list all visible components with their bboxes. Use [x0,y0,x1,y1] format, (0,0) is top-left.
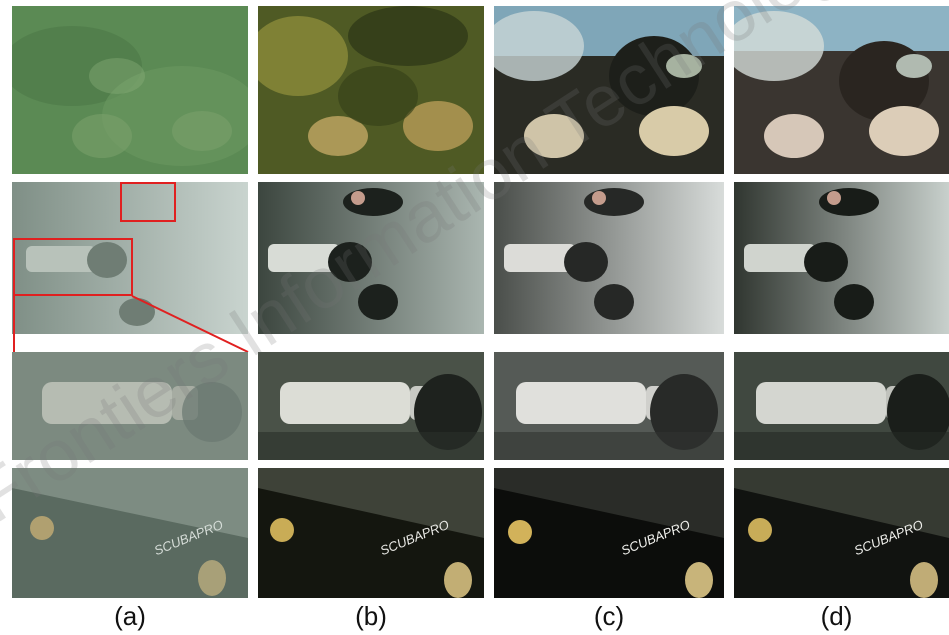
fin-image-c: SCUBAPRO [494,468,724,598]
fin-image-d: SCUBAPRO [734,468,949,598]
diver-image-c [494,182,724,334]
tank-image-c [494,352,724,460]
column-label-b: (b) [355,601,387,631]
tank-image-b [258,352,484,460]
fin-image-a: SCUBAPRO [12,468,248,598]
diver-image-d [734,182,949,334]
fin-image-b: SCUBAPRO [258,468,484,598]
tank-image-d [734,352,949,460]
tank-image-a [12,352,248,460]
zoom-region-small [120,182,176,222]
reef-image-a [12,6,248,174]
zoom-region-large [13,238,133,296]
reef-image-c [494,6,724,174]
reef-image-b [258,6,484,174]
column-label-c: (c) [593,601,625,631]
column-label-d: (d) [820,601,853,631]
reef-image-d [734,6,949,174]
diver-image-b [258,182,484,334]
column-label-a: (a) [114,601,146,631]
